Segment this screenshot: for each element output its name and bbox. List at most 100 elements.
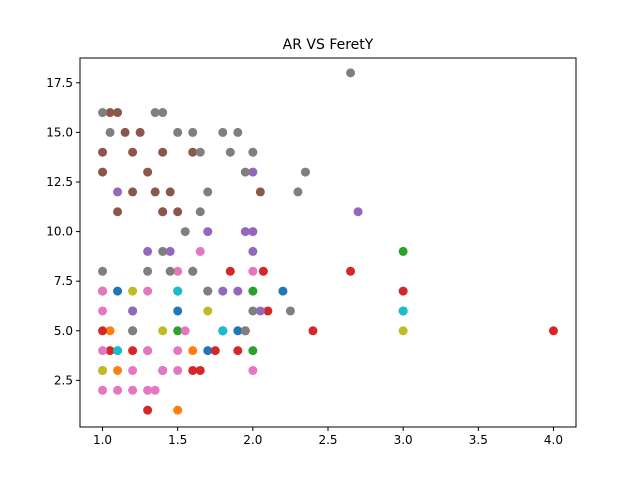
scatter-point-s7-25 [188, 266, 198, 276]
x-tick-label: 2.5 [318, 433, 337, 447]
scatter-point-s4-9 [143, 246, 153, 256]
scatter-point-s6-3 [143, 385, 153, 395]
scatter-point-s7-28 [203, 286, 213, 296]
scatter-point-s4-5 [233, 286, 243, 296]
scatter-point-s5-6 [158, 207, 168, 217]
scatter-point-s7-18 [158, 246, 168, 256]
scatter-point-s6-1 [113, 385, 123, 395]
x-tick-label: 4.0 [544, 433, 563, 447]
x-tick-label: 3.0 [394, 433, 413, 447]
scatter-point-s8-4 [203, 306, 213, 316]
scatter-point-s5-14 [128, 187, 138, 197]
scatter-point-s4-14 [218, 286, 228, 296]
scatter-point-s7-1 [98, 108, 108, 118]
scatter-point-s6-16 [248, 266, 258, 276]
scatter-point-s9-0 [398, 306, 408, 316]
scatter-point-s9-3 [173, 286, 183, 296]
scatter-point-s7-23 [240, 326, 250, 336]
scatter-point-s3-10 [225, 266, 235, 276]
scatter-point-s7-10 [225, 147, 235, 157]
scatter-point-s7-21 [128, 326, 138, 336]
scatter-point-s3-1 [548, 326, 558, 336]
scatter-point-s3-0 [143, 405, 153, 415]
scatter-point-s5-12 [255, 187, 265, 197]
scatter-point-s4-10 [203, 227, 213, 237]
scatter-point-s2-1 [248, 346, 258, 356]
scatter-point-s4-2 [248, 227, 258, 237]
scatter-point-s3-12 [128, 346, 138, 356]
scatter-point-s3-4 [308, 326, 318, 336]
y-tick-label: 15.0 [46, 125, 73, 139]
scatter-point-s0-8 [113, 286, 123, 296]
scatter-point-s3-14 [210, 346, 220, 356]
scatter-point-s7-0 [346, 68, 356, 78]
scatter-point-s7-6 [188, 127, 198, 137]
scatter-point-s8-1 [128, 286, 138, 296]
scatter-point-s7-27 [143, 266, 153, 276]
scatter-point-s9-1 [218, 326, 228, 336]
scatter-point-s7-4 [105, 127, 115, 137]
chart-title: AR VS FeretY [283, 37, 374, 53]
scatter-point-s7-16 [195, 207, 205, 217]
scatter-point-s6-13 [143, 286, 153, 296]
scatter-point-s7-29 [98, 266, 108, 276]
scatter-point-s0-4 [233, 326, 243, 336]
y-axis: 2.5 5.0 7.5 10.0 12.5 15.0 17.5 [46, 76, 80, 387]
scatter-point-s6-2 [128, 385, 138, 395]
scatter-point-s7-11 [248, 147, 258, 157]
scatter-point-s5-0 [105, 108, 115, 118]
scatter-point-s5-9 [135, 127, 145, 137]
scatter-point-s4-13 [113, 187, 123, 197]
y-tick-label: 17.5 [46, 76, 73, 90]
scatter-point-s2-4 [173, 326, 183, 336]
scatter-point-s6-0 [98, 385, 108, 395]
scatter-point-s6-19 [173, 266, 183, 276]
scatter-point-s7-13 [240, 167, 250, 177]
scatter-point-s7-19 [285, 306, 295, 316]
scatter-point-s3-8 [195, 365, 205, 375]
scatter-point-s5-15 [158, 147, 168, 157]
scatter-point-s7-3 [158, 108, 168, 118]
scatter-point-s5-16 [173, 207, 183, 217]
scatter-point-s3-9 [188, 365, 198, 375]
scatter-point-s1-3 [105, 326, 115, 336]
scatter-point-s7-12 [300, 167, 310, 177]
scatter-point-s6-9 [98, 346, 108, 356]
scatter-point-s9-2 [113, 346, 123, 356]
y-tick-label: 10.0 [46, 225, 73, 239]
x-axis: 1.0 1.5 2.0 2.5 3.0 3.5 4.0 [93, 427, 563, 447]
scatter-point-s4-11 [128, 306, 138, 316]
scatter-point-s3-5 [263, 306, 273, 316]
x-tick-label: 3.5 [469, 433, 488, 447]
y-tick-label: 5.0 [54, 324, 73, 338]
scatter-point-s0-5 [278, 286, 288, 296]
scatter-point-s6-18 [98, 306, 108, 316]
scatter-point-s4-0 [353, 207, 363, 217]
scatter-point-s5-11 [188, 147, 198, 157]
scatter-point-s8-3 [158, 326, 168, 336]
scatter-point-s5-8 [98, 167, 108, 177]
scatter-point-s4-1 [248, 167, 258, 177]
y-tick-label: 2.5 [54, 373, 73, 387]
y-tick-label: 12.5 [46, 175, 73, 189]
scatter-point-s5-5 [150, 187, 160, 197]
scatter-point-s3-2 [398, 286, 408, 296]
scatter-point-s0-2 [203, 346, 213, 356]
scatter-point-s1-1 [113, 365, 123, 375]
scatter-point-s4-3 [248, 246, 258, 256]
scatter-point-s6-6 [128, 365, 138, 375]
scatter-point-s7-9 [195, 147, 205, 157]
scatter-point-s4-15 [165, 246, 175, 256]
scatter-point-s7-8 [233, 127, 243, 137]
scatter-point-s4-4 [240, 227, 250, 237]
scatter-point-s5-4 [143, 167, 153, 177]
scatter-point-s5-7 [113, 207, 123, 217]
scatter-point-s3-13 [105, 346, 115, 356]
scatter-point-s5-1 [113, 108, 123, 118]
scatter-point-s7-17 [180, 227, 190, 237]
scatter-point-s0-1 [173, 306, 183, 316]
points-layer [98, 68, 558, 415]
scatter-point-s2-0 [398, 246, 408, 256]
scatter-point-s3-7 [233, 346, 243, 356]
